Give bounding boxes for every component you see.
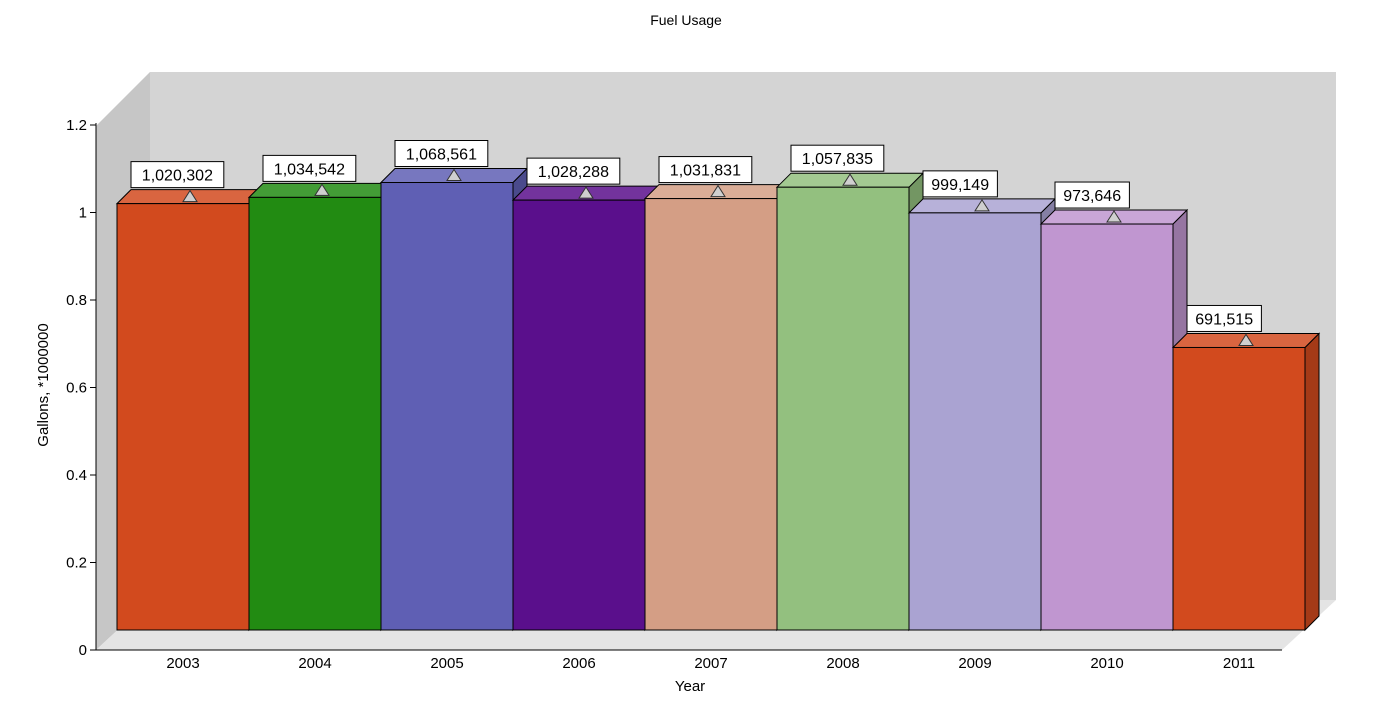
bar-side bbox=[1304, 332, 1320, 632]
data-label-text: 999,149 bbox=[931, 177, 989, 194]
data-label-text: 1,057,835 bbox=[802, 151, 873, 168]
y-axis: 0 0.2 0.4 0.6 0.8 1 1.2 bbox=[66, 117, 97, 659]
y-tick-label: 0.2 bbox=[66, 555, 87, 572]
bar-2007 bbox=[643, 183, 793, 632]
data-label-text: 1,034,542 bbox=[274, 161, 345, 178]
data-label-box bbox=[922, 170, 998, 198]
y-tick-label: 0.8 bbox=[66, 292, 87, 309]
bar-marker bbox=[710, 184, 726, 198]
data-label-box bbox=[130, 161, 225, 189]
y-tick-label: 1.2 bbox=[66, 117, 87, 134]
data-label-box bbox=[1186, 304, 1262, 332]
bar-marker bbox=[182, 189, 198, 203]
data-label-text: 1,031,831 bbox=[670, 163, 741, 180]
bar-marker bbox=[314, 183, 330, 196]
x-tick-label: 2008 bbox=[826, 655, 859, 672]
data-label-2007: 1,031,831 bbox=[658, 156, 753, 184]
bar-2003 bbox=[115, 188, 265, 632]
y-tick-label: 1 bbox=[79, 205, 87, 222]
bar-front bbox=[776, 186, 910, 631]
bar-marker bbox=[842, 173, 858, 186]
x-tick-label: 2009 bbox=[958, 655, 991, 672]
data-label-text: 691,515 bbox=[1195, 311, 1253, 328]
bar-2004 bbox=[247, 182, 397, 632]
data-label-box bbox=[1054, 181, 1130, 209]
data-label-2010: 973,646 bbox=[1054, 181, 1130, 209]
x-tick-label: 2011 bbox=[1223, 655, 1255, 672]
bar-2010 bbox=[1039, 208, 1189, 632]
y-tick-label: 0.4 bbox=[66, 467, 87, 484]
bars bbox=[115, 167, 1321, 632]
data-label-2011: 691,515 bbox=[1186, 304, 1262, 332]
bar-2005 bbox=[379, 167, 529, 632]
data-label-2003: 1,020,302 bbox=[130, 161, 225, 189]
bar-front bbox=[512, 199, 646, 631]
bar-marker bbox=[1238, 333, 1254, 346]
x-ticks: 2003 2004 2005 2006 2007 2008 2009 2010 2011 bbox=[166, 655, 1255, 672]
y-axis-title: Gallons, *1000000 bbox=[35, 323, 52, 446]
x-tick-label: 2006 bbox=[562, 655, 595, 672]
x-tick-label: 2010 bbox=[1090, 655, 1123, 672]
data-label-box bbox=[526, 157, 621, 185]
bar-front bbox=[1172, 346, 1306, 631]
y-tick-label: 0 bbox=[79, 642, 87, 659]
data-label-box bbox=[658, 156, 753, 184]
bar-front bbox=[908, 212, 1042, 631]
data-labels: 1,020,302 1,034,542 1,068,561 1,028,288 1,03… bbox=[130, 140, 1262, 332]
bar-marker bbox=[974, 198, 990, 212]
data-label-text: 1,020,302 bbox=[142, 168, 213, 185]
data-label-text: 1,068,561 bbox=[406, 147, 477, 164]
data-label-2005: 1,068,561 bbox=[394, 140, 489, 168]
y-tick-label: 0.6 bbox=[66, 380, 87, 397]
data-label-box bbox=[394, 140, 489, 168]
y-ticks: 0 0.2 0.4 0.6 0.8 1 1.2 bbox=[66, 117, 96, 659]
data-label-text: 1,028,288 bbox=[538, 164, 609, 181]
data-label-2006: 1,028,288 bbox=[526, 157, 621, 185]
data-label-2009: 999,149 bbox=[922, 170, 998, 198]
bar-marker bbox=[1106, 210, 1122, 223]
bar-2006 bbox=[511, 184, 661, 632]
bar-2008 bbox=[775, 171, 925, 632]
bar-marker bbox=[578, 186, 594, 199]
x-tick-label: 2003 bbox=[166, 655, 199, 672]
data-label-2004: 1,034,542 bbox=[262, 154, 357, 182]
x-tick-label: 2005 bbox=[430, 655, 463, 672]
bar-front bbox=[644, 198, 778, 631]
bar-front bbox=[1040, 223, 1174, 631]
data-label-box bbox=[262, 154, 357, 182]
data-label-box bbox=[790, 144, 885, 172]
x-tick-label: 2004 bbox=[298, 655, 331, 672]
x-tick-label: 2007 bbox=[694, 655, 727, 672]
bar-2011 bbox=[1171, 332, 1321, 632]
data-label-2008: 1,057,835 bbox=[790, 144, 885, 172]
x-axis: 2003 2004 2005 2006 2007 2008 2009 2010 2011 bbox=[96, 649, 1282, 672]
bar-2009 bbox=[907, 197, 1057, 632]
bar-front bbox=[380, 182, 514, 631]
chart-title: Fuel Usage bbox=[650, 12, 722, 28]
bar-front bbox=[116, 203, 250, 631]
data-label-text: 973,646 bbox=[1063, 188, 1121, 205]
bar-front bbox=[248, 196, 382, 631]
x-axis-title: Year bbox=[675, 678, 705, 695]
bar-marker bbox=[446, 168, 462, 182]
